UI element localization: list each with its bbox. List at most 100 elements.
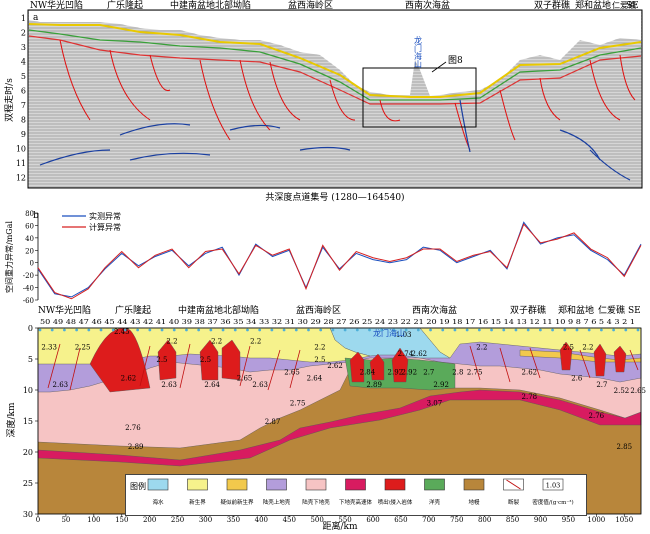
density-label: 2.6 [571, 375, 583, 383]
panel-a-ylabel: 双程走时/s [3, 78, 15, 122]
station-marker [319, 328, 323, 332]
model-ytick: 25 [23, 479, 33, 488]
station-marker [111, 328, 115, 332]
density-label: 2.62 [412, 350, 428, 358]
se-label-b: SE [628, 306, 641, 316]
station-marker [136, 328, 140, 332]
station-markers [38, 328, 640, 332]
station-marker [490, 328, 493, 332]
intrusive-body-5 [349, 351, 365, 383]
model-xtick: 1000 [587, 516, 605, 524]
density-label: 2.92 [401, 368, 417, 376]
station-marker [612, 328, 615, 332]
station-marker [380, 328, 384, 332]
svg-text:仁爱礁: 仁爱礁 [598, 304, 625, 316]
station-marker [282, 328, 286, 332]
seismic-section: 图8 龙门海山 a NW SE 华光凹陷 广乐隆起 中建南盆地北部坳陷 盆西海岭… [3, 0, 643, 203]
model-xtick: 950 [562, 516, 575, 524]
legend-swatch [266, 478, 287, 491]
gravity-ytick: -40 [23, 285, 34, 293]
station-marker [355, 328, 359, 332]
model-ylabel: 深度/km [5, 402, 17, 437]
panel-a-xlabel: 共深度点道集号 (1280—164540) [265, 191, 404, 203]
station-marker [307, 328, 310, 332]
density-label: 2.65 [630, 387, 646, 395]
intrusive-body-1 [89, 328, 151, 393]
station-marker [636, 328, 640, 332]
model-xtick: 850 [506, 516, 519, 524]
model-xtick: 550 [338, 516, 351, 524]
model-xtick: 500 [310, 516, 323, 524]
svg-text:双子群礁: 双子群礁 [510, 304, 546, 316]
panel-a-ytick: 1 [21, 14, 26, 23]
density-label: 2.5 [200, 356, 211, 364]
station-marker [343, 328, 347, 332]
gravity-chart: b 空间重力异常/mGal 80 60 40 20 0 -20 -40 -60 实测异常 计算… [4, 210, 642, 305]
svg-text:郑和盆地: 郑和盆地 [558, 304, 594, 316]
station-marker [453, 328, 457, 332]
seafloor-water [29, 11, 641, 96]
legend-swatch [345, 478, 366, 491]
gravity-ytick: 80 [25, 210, 34, 218]
svg-text:中建南盆地北部坳陷: 中建南盆地北部坳陷 [178, 304, 259, 316]
model-ytick: 0 [28, 324, 33, 333]
density-label: 2.76 [589, 412, 605, 420]
panel-a-ytick: 5 [21, 72, 26, 81]
intrusive-body-8 [559, 341, 573, 371]
panel-a: 图8 龙门海山 a NW SE 华光凹陷 广乐隆起 中建南盆地北部坳陷 盆西海岭… [0, 0, 650, 205]
density-label: 2.89 [128, 443, 144, 451]
legend-label: 下地壳高速体 [339, 498, 373, 506]
nw-label-a: NW [30, 1, 48, 11]
station-marker [185, 328, 188, 332]
density-label: 2.25 [75, 344, 91, 352]
density-labels: 2.33 2.25 2.45 2.2 2.2 2.2 2.2 1.03 2.2 2.5 2.2 2.6… [41, 328, 646, 451]
model-xtick: 350 [227, 516, 240, 524]
station-marker [404, 328, 408, 332]
density-label: 2.5 [314, 356, 325, 364]
station-marker [514, 328, 518, 332]
intrusive-body-7 [391, 347, 409, 383]
legend-swatch [187, 478, 208, 491]
sediment-layers [28, 23, 642, 98]
nw-label-b: NW [38, 306, 56, 316]
density-label: 2.33 [41, 344, 57, 352]
panel-a-ytick: 10 [16, 145, 26, 154]
density-label: 1.03 [396, 331, 412, 339]
density-label: 2.75 [290, 399, 306, 407]
station-marker [221, 328, 225, 332]
station-marker [441, 328, 445, 332]
legend-label: 断裂 [508, 498, 520, 506]
density-label: 2.92 [433, 381, 449, 389]
model-xtick: 150 [115, 516, 128, 524]
model-xticks: 0 50 100 150 200 250 300 350 400 450 500 550 600 650 7… [36, 514, 633, 524]
figure8-box [362, 67, 477, 128]
model-xtick: 200 [143, 516, 156, 524]
density-label: 2.85 [616, 443, 632, 451]
gravity-ytick: -20 [23, 272, 34, 280]
legend-label: 密度值/(g·cm⁻³) [532, 498, 573, 506]
density-label: 3.07 [427, 399, 443, 407]
station-marker [331, 328, 335, 332]
svg-text:盆西海岭区: 盆西海岭区 [288, 0, 333, 11]
legend-swatch [542, 478, 564, 491]
intrusive-body-3 [199, 339, 219, 381]
cenozoic-layer-2 [419, 327, 642, 359]
gravity-ytick: 20 [25, 247, 34, 255]
station-marker [124, 328, 127, 332]
legend-items: 图例 海水 新生界 疑似前新生界 陆壳上地壳 陆壳下地壳 下地壳高速体 喷出\侵入岩体 洋壳 地… [130, 478, 574, 506]
legend-box: 图例 海水 新生界 疑似前新生界 陆壳上地壳 陆壳下地壳 下地壳高速体 喷出\侵入岩体 洋壳 地… [125, 474, 587, 516]
model-xtick: 0 [36, 516, 40, 524]
density-label: 2.2 [314, 344, 325, 352]
density-label: 2.5 [156, 356, 167, 364]
station-marker [477, 328, 481, 332]
density-label: 2.45 [114, 328, 130, 336]
panel-a-ytick: 6 [21, 87, 26, 96]
intrusive-body-10 [613, 345, 627, 373]
model-xtick: 50 [61, 516, 70, 524]
density-label: 2.75 [467, 368, 483, 376]
legend-item: 喷出\侵入岩体 [378, 478, 413, 506]
gravity-ylabel: 空间重力异常/mGal [4, 221, 14, 293]
model-xtick: 900 [534, 516, 547, 524]
legend-swatch [384, 478, 406, 491]
